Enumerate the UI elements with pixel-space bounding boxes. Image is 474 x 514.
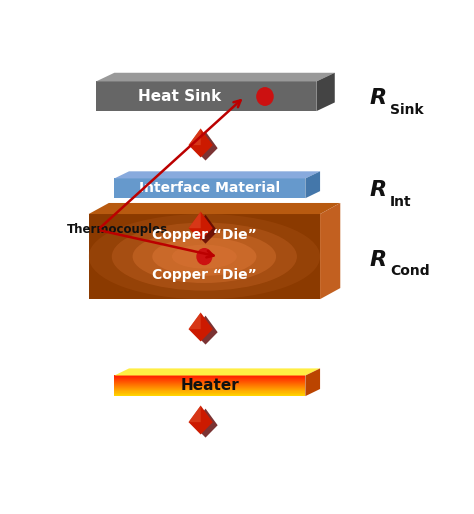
Text: Heater: Heater (181, 378, 239, 393)
Ellipse shape (172, 245, 237, 268)
Text: Copper “Die”: Copper “Die” (152, 268, 257, 282)
Bar (114, 387, 305, 388)
Polygon shape (189, 212, 201, 228)
Bar (114, 394, 305, 395)
Polygon shape (305, 171, 320, 198)
Bar (114, 385, 305, 386)
Polygon shape (316, 73, 335, 111)
Bar (114, 395, 305, 396)
Bar (114, 380, 305, 381)
Circle shape (257, 88, 273, 105)
Bar (114, 391, 305, 392)
Bar (114, 386, 305, 387)
Text: Copper “Die”: Copper “Die” (152, 228, 257, 242)
Bar (114, 381, 305, 382)
Polygon shape (96, 73, 335, 82)
Text: R: R (370, 180, 387, 200)
Bar (114, 378, 305, 379)
Bar (114, 377, 305, 378)
Bar (114, 388, 305, 389)
Bar (114, 395, 305, 396)
Bar (114, 393, 305, 394)
Ellipse shape (89, 214, 320, 299)
Polygon shape (89, 203, 340, 214)
Bar (114, 381, 305, 382)
Polygon shape (189, 313, 201, 329)
Bar (114, 379, 305, 380)
Text: Cond: Cond (390, 264, 429, 278)
Bar (114, 393, 305, 394)
Polygon shape (189, 406, 213, 434)
Polygon shape (189, 128, 201, 145)
Text: Heat Sink: Heat Sink (138, 89, 221, 104)
Bar (89, 214, 320, 299)
Bar (114, 380, 305, 381)
Polygon shape (114, 369, 320, 376)
Polygon shape (189, 406, 201, 422)
Ellipse shape (112, 223, 297, 290)
Polygon shape (189, 128, 213, 157)
Bar (114, 386, 305, 387)
Bar (114, 392, 305, 393)
Text: R: R (370, 250, 387, 269)
Bar (114, 376, 305, 377)
Bar (114, 391, 305, 392)
Polygon shape (189, 212, 213, 241)
Bar (96, 82, 316, 111)
Bar (114, 375, 305, 376)
Polygon shape (193, 409, 218, 437)
Text: Sink: Sink (390, 103, 423, 117)
Bar (114, 394, 305, 395)
Bar (114, 390, 305, 391)
Bar (114, 382, 305, 383)
Bar (114, 376, 305, 377)
Text: Thermocouples: Thermocouples (66, 224, 168, 236)
Circle shape (197, 249, 212, 265)
Polygon shape (193, 215, 218, 244)
Text: Int: Int (390, 195, 411, 209)
Ellipse shape (152, 237, 256, 276)
Bar (114, 387, 305, 388)
Polygon shape (305, 369, 320, 396)
Polygon shape (114, 171, 320, 178)
Bar (114, 384, 305, 386)
Bar (114, 178, 305, 198)
Polygon shape (189, 313, 213, 341)
Polygon shape (193, 132, 218, 160)
Bar (114, 379, 305, 380)
Ellipse shape (133, 230, 276, 283)
Text: Interface Material: Interface Material (139, 181, 281, 195)
Bar (114, 392, 305, 393)
Bar (114, 377, 305, 378)
Polygon shape (320, 203, 340, 299)
Bar (114, 390, 305, 391)
Bar (114, 384, 305, 385)
Bar (114, 388, 305, 389)
Bar (114, 389, 305, 390)
Bar (114, 383, 305, 384)
Text: R: R (370, 88, 387, 108)
Polygon shape (193, 316, 218, 344)
Bar (114, 382, 305, 383)
Bar (114, 378, 305, 379)
Bar (114, 389, 305, 390)
Bar (114, 383, 305, 384)
